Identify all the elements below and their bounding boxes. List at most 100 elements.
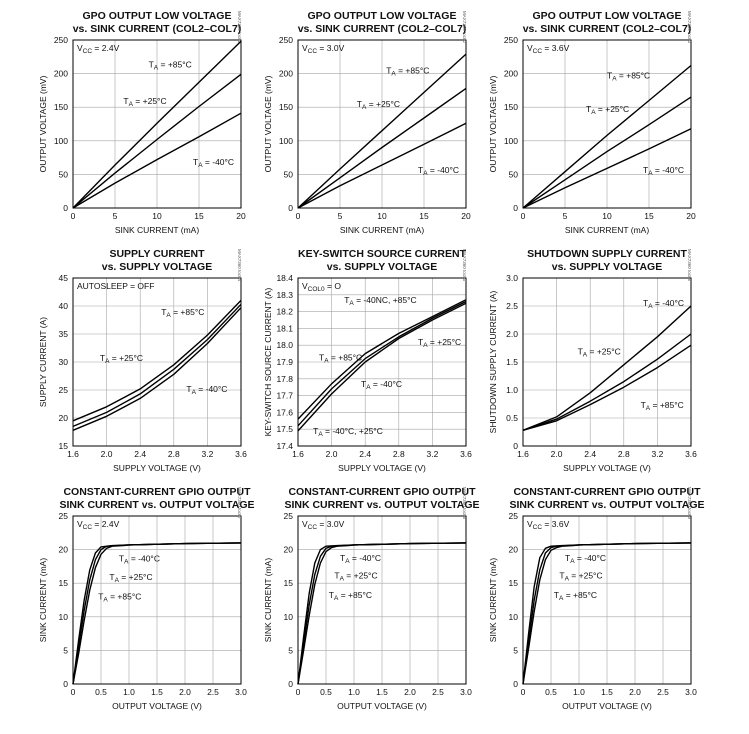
condition-note: VCC = 2.4V — [77, 519, 120, 531]
figure-id-label: MAX7360 toc02 — [462, 11, 467, 44]
series-annotation: TA = -40°C — [643, 298, 684, 310]
y-axis-label: KEY-SWITCH SOURCE CURRENT (A) — [263, 287, 273, 436]
y-tick-label: 200 — [54, 69, 68, 79]
x-tick-label: 15 — [194, 211, 204, 221]
y-tick-label: 40 — [59, 301, 69, 311]
plot-frame — [72, 515, 242, 685]
plot-frame — [297, 515, 467, 685]
series-line — [522, 96, 692, 209]
series-line — [297, 299, 467, 420]
series-line — [297, 542, 467, 685]
y-tick-label: 10 — [284, 612, 294, 622]
condition-note: VCC = 3.0V — [302, 43, 345, 55]
y-tick-label: 17.4 — [276, 441, 293, 451]
y-tick-label: 20 — [509, 545, 519, 555]
series-line — [72, 542, 242, 685]
y-tick-label: 1.0 — [506, 385, 518, 395]
plot-frame — [72, 39, 242, 209]
y-tick-label: 100 — [279, 136, 293, 146]
y-tick-label: 20 — [284, 545, 294, 555]
y-tick-label: 0 — [513, 679, 518, 689]
condition-note: VCC = 2.4V — [77, 43, 120, 55]
y-tick-label: 150 — [504, 102, 518, 112]
x-axis-label: OUTPUT VOLTAGE (V) — [337, 701, 427, 711]
y-tick-label: 15 — [509, 578, 519, 588]
x-axis-label: SINK CURRENT (mA) — [565, 225, 650, 235]
x-tick-label: 20 — [686, 211, 696, 221]
series-line — [72, 307, 242, 431]
y-axis-label: SUPPLY CURRENT (A) — [38, 317, 48, 407]
x-tick-label: 0.5 — [545, 687, 557, 697]
x-tick-label: 2.8 — [393, 449, 405, 459]
series-annotation: TA = +85°C — [98, 591, 141, 603]
figure-id-label: MAX7360 toc05 — [462, 249, 467, 282]
y-tick-label: 50 — [59, 169, 69, 179]
series-annotation: TA = +25°C — [559, 570, 602, 582]
x-tick-label: 5 — [338, 211, 343, 221]
x-tick-label: 3.2 — [426, 449, 438, 459]
chart-subtitle: vs. SUPPLY VOLTAGE — [552, 261, 662, 273]
x-tick-label: 1.6 — [292, 449, 304, 459]
y-tick-label: 15 — [59, 441, 69, 451]
x-tick-label: 1.6 — [67, 449, 79, 459]
x-tick-label: 2.0 — [404, 687, 416, 697]
condition-note: VCC = 3.6V — [527, 43, 570, 55]
y-tick-label: 250 — [279, 35, 293, 45]
plot-frame — [297, 277, 467, 447]
series-annotation: TA = -40°C — [418, 165, 459, 177]
y-tick-label: 3.0 — [506, 273, 518, 283]
x-tick-label: 2.4 — [134, 449, 146, 459]
x-tick-label: 15 — [419, 211, 429, 221]
x-tick-label: 1.5 — [151, 687, 163, 697]
series-annotation: TA = -40NC, +85°C — [344, 295, 416, 307]
y-tick-label: 0 — [63, 203, 68, 213]
x-tick-label: 3.0 — [460, 687, 472, 697]
x-tick-label: 3.6 — [685, 449, 697, 459]
y-tick-label: 100 — [54, 136, 68, 146]
plot-frame — [522, 39, 692, 209]
chart-title: CONSTANT-CURRENT GPIO OUTPUT — [63, 486, 251, 498]
figure-id-label: MAX7360 toc03 — [687, 11, 692, 44]
series-line — [522, 305, 692, 431]
x-axis-label: OUTPUT VOLTAGE (V) — [112, 701, 202, 711]
x-tick-label: 1.5 — [376, 687, 388, 697]
x-tick-label: 3.0 — [235, 687, 247, 697]
series-annotation: TA = -40°C — [193, 157, 234, 169]
series-annotation: TA = +85°C — [641, 400, 684, 412]
y-tick-label: 20 — [59, 545, 69, 555]
y-axis-label: OUTPUT VOLTAGE (mV) — [488, 75, 498, 172]
x-tick-label: 2.8 — [168, 449, 180, 459]
y-tick-label: 200 — [504, 69, 518, 79]
y-tick-label: 150 — [54, 102, 68, 112]
condition-note: VCOL0 = O — [302, 281, 341, 293]
y-tick-label: 0 — [513, 203, 518, 213]
series-annotation: TA = +85°C — [319, 352, 362, 364]
x-axis-label: OUTPUT VOLTAGE (V) — [562, 701, 652, 711]
chart-title: SHUTDOWN SUPPLY CURRENT — [527, 248, 687, 260]
x-tick-label: 2.5 — [657, 687, 669, 697]
y-axis-label: SHUTDOWN SUPPLY CURRENT (A) — [488, 291, 498, 434]
y-tick-label: 20 — [59, 413, 69, 423]
x-tick-label: 0 — [296, 687, 301, 697]
x-tick-label: 1.0 — [573, 687, 585, 697]
series-annotation: TA = +85°C — [329, 590, 372, 602]
chart-title: SUPPLY CURRENT — [109, 248, 205, 260]
y-tick-label: 17.7 — [276, 391, 293, 401]
series-annotation: TA = +85°C — [386, 66, 429, 78]
figure-id-label: MAX7360 toc07 — [237, 487, 242, 520]
y-tick-label: 5 — [288, 645, 293, 655]
x-tick-label: 5 — [563, 211, 568, 221]
y-tick-label: 2.5 — [506, 301, 518, 311]
y-tick-label: 200 — [279, 69, 293, 79]
x-tick-label: 3.2 — [651, 449, 663, 459]
x-axis-label: SUPPLY VOLTAGE (V) — [338, 463, 426, 473]
x-tick-label: 20 — [461, 211, 471, 221]
chart-title: KEY-SWITCH SOURCE CURRENT — [298, 248, 467, 260]
series-annotation: TA = -40°C — [565, 553, 606, 565]
condition-note: VCC = 3.0V — [302, 519, 345, 531]
x-tick-label: 2.0 — [629, 687, 641, 697]
